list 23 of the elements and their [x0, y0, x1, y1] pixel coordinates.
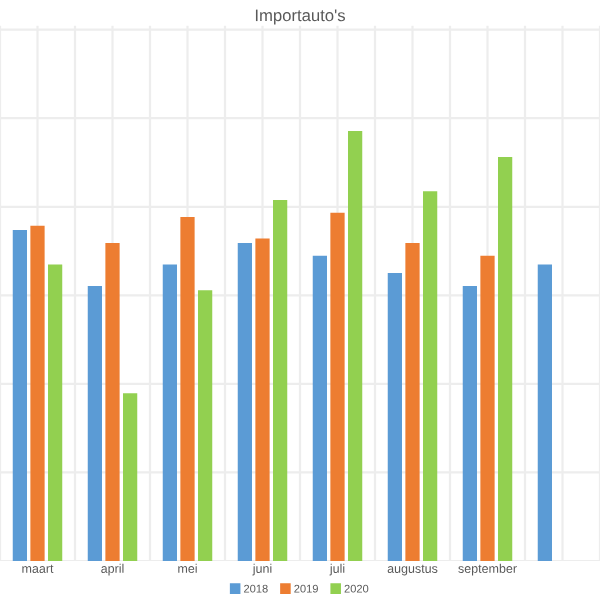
bar — [498, 156, 513, 561]
bar — [462, 285, 477, 561]
chart-title: Importauto's — [255, 9, 345, 25]
bar — [30, 225, 45, 561]
bar — [480, 255, 495, 561]
bar — [255, 238, 270, 561]
bar — [180, 217, 195, 561]
bar — [123, 393, 138, 561]
bar — [387, 272, 402, 561]
bar — [198, 290, 213, 561]
bar — [105, 242, 120, 561]
bar — [312, 255, 327, 561]
bar — [162, 264, 177, 561]
bar — [237, 242, 252, 561]
bar — [87, 285, 102, 561]
bar — [48, 264, 63, 561]
bar — [537, 264, 552, 561]
bar — [12, 229, 27, 561]
bar — [273, 199, 288, 561]
bar — [423, 191, 438, 561]
bar — [330, 212, 345, 561]
bar — [348, 131, 363, 561]
bar — [405, 242, 420, 561]
